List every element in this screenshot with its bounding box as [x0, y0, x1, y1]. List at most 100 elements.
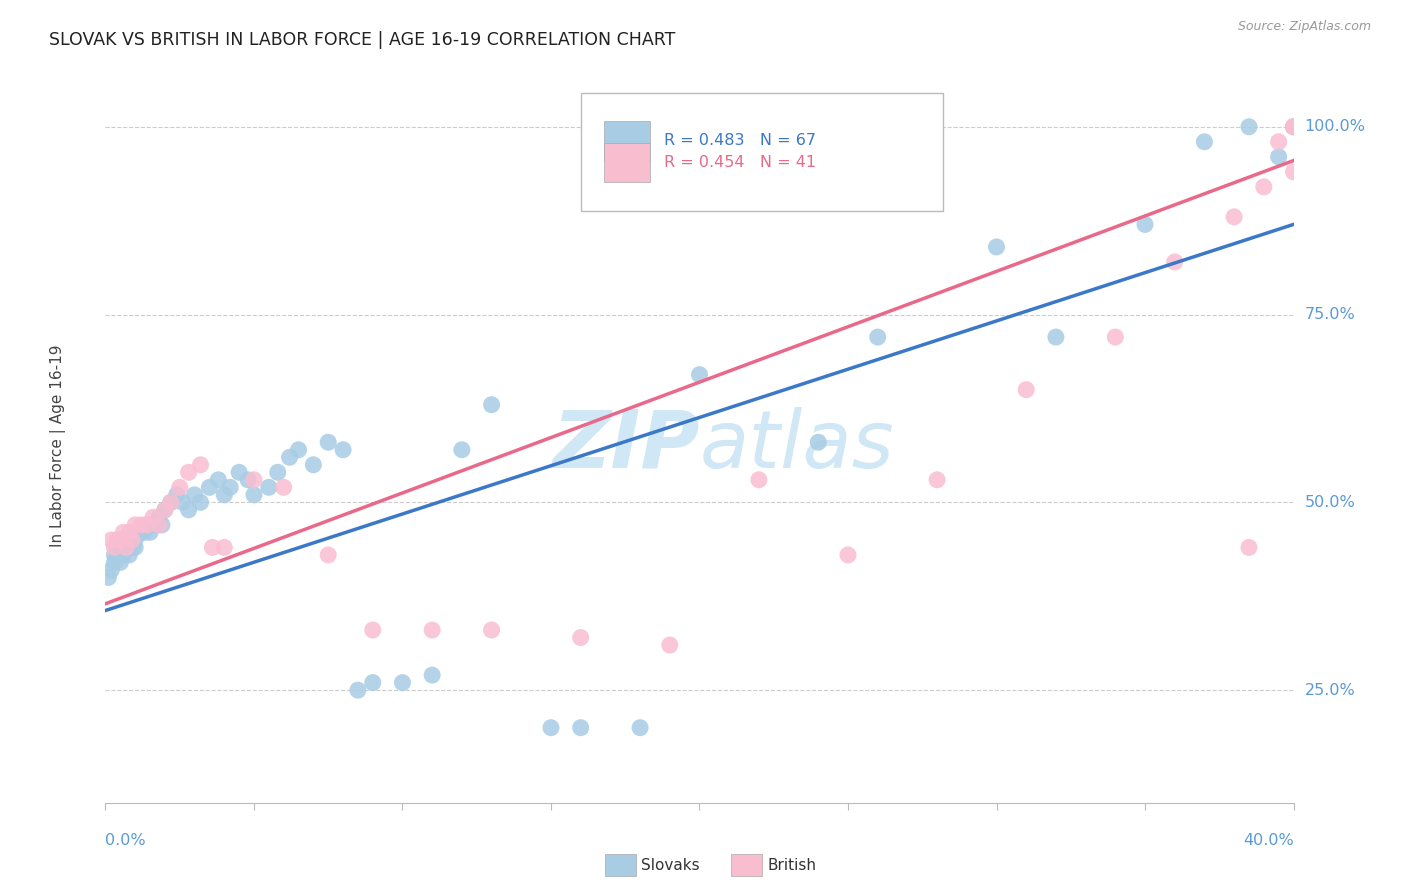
Text: Source: ZipAtlas.com: Source: ZipAtlas.com: [1237, 20, 1371, 33]
Point: [658, 638, 681, 652]
Point: [214, 541, 236, 555]
Point: [201, 541, 224, 555]
Point: [97, 570, 120, 584]
Point: [207, 473, 229, 487]
Point: [569, 721, 592, 735]
Point: [391, 675, 413, 690]
Point: [124, 517, 146, 532]
Point: [1282, 120, 1305, 134]
Point: [103, 541, 125, 555]
Point: [190, 495, 212, 509]
Point: [121, 533, 143, 547]
Point: [361, 675, 384, 690]
Point: [124, 541, 146, 555]
Point: [118, 533, 141, 547]
Point: [1045, 330, 1067, 344]
Text: 50.0%: 50.0%: [1305, 495, 1355, 510]
Point: [153, 503, 176, 517]
Text: In Labor Force | Age 16-19: In Labor Force | Age 16-19: [51, 344, 66, 548]
Text: R = 0.483   N = 67: R = 0.483 N = 67: [664, 134, 815, 148]
Point: [214, 488, 236, 502]
Point: [332, 442, 354, 457]
Point: [112, 525, 135, 540]
Point: [361, 623, 384, 637]
Point: [267, 465, 290, 479]
Text: R = 0.454   N = 41: R = 0.454 N = 41: [664, 155, 815, 169]
Point: [166, 488, 188, 502]
FancyBboxPatch shape: [605, 121, 650, 161]
Point: [1133, 218, 1156, 232]
Point: [1282, 120, 1305, 134]
Point: [100, 533, 122, 547]
FancyBboxPatch shape: [581, 93, 943, 211]
Point: [1282, 165, 1305, 179]
Point: [1267, 150, 1289, 164]
Text: 25.0%: 25.0%: [1305, 682, 1355, 698]
Point: [807, 435, 830, 450]
Text: Slovaks: Slovaks: [641, 858, 700, 872]
Text: 75.0%: 75.0%: [1305, 307, 1355, 322]
Point: [569, 631, 592, 645]
Point: [129, 517, 152, 532]
Point: [159, 495, 181, 509]
Point: [420, 623, 443, 637]
Point: [105, 533, 128, 547]
Point: [481, 623, 503, 637]
Point: [540, 721, 562, 735]
Point: [273, 480, 295, 494]
Point: [866, 330, 889, 344]
Point: [1194, 135, 1216, 149]
Point: [142, 510, 165, 524]
Point: [1223, 210, 1246, 224]
Point: [1104, 330, 1126, 344]
Point: [112, 548, 135, 562]
Point: [837, 548, 859, 562]
Point: [278, 450, 301, 465]
Point: [228, 465, 250, 479]
Point: [243, 488, 266, 502]
Point: [1282, 120, 1305, 134]
Point: [145, 517, 167, 532]
Point: [142, 517, 165, 532]
Point: [115, 541, 138, 555]
Point: [748, 473, 770, 487]
Point: [420, 668, 443, 682]
Text: 100.0%: 100.0%: [1305, 120, 1365, 135]
Point: [100, 563, 122, 577]
Point: [316, 435, 339, 450]
Point: [105, 548, 128, 562]
Point: [127, 525, 149, 540]
Point: [986, 240, 1008, 254]
Point: [153, 503, 176, 517]
Point: [110, 541, 132, 555]
Point: [112, 541, 135, 555]
Text: ZIP: ZIP: [553, 407, 700, 485]
Point: [121, 541, 143, 555]
Point: [103, 556, 125, 570]
Point: [1015, 383, 1038, 397]
Point: [118, 525, 141, 540]
Point: [136, 517, 159, 532]
Point: [177, 503, 200, 517]
Point: [287, 442, 309, 457]
Point: [927, 473, 949, 487]
Point: [219, 480, 242, 494]
Point: [689, 368, 711, 382]
Point: [124, 533, 146, 547]
Point: [243, 473, 266, 487]
Point: [450, 442, 472, 457]
Point: [198, 480, 221, 494]
Text: British: British: [768, 858, 817, 872]
Point: [118, 548, 141, 562]
Point: [150, 517, 173, 532]
Point: [110, 556, 132, 570]
Text: SLOVAK VS BRITISH IN LABOR FORCE | AGE 16-19 CORRELATION CHART: SLOVAK VS BRITISH IN LABOR FORCE | AGE 1…: [49, 31, 676, 49]
Point: [121, 533, 143, 547]
Point: [1267, 135, 1289, 149]
Point: [148, 517, 170, 532]
Point: [1253, 179, 1275, 194]
Point: [110, 533, 132, 547]
Point: [139, 525, 162, 540]
Point: [481, 398, 503, 412]
Point: [103, 548, 125, 562]
